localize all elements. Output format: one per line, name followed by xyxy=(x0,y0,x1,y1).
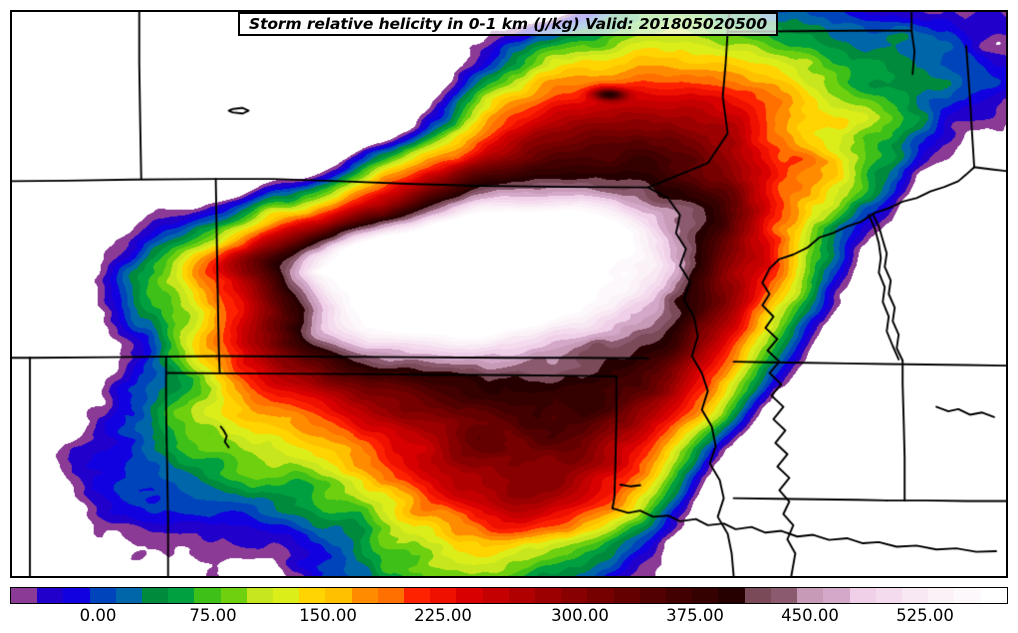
colorbar-segment xyxy=(273,588,300,603)
colorbar-segment xyxy=(535,588,562,603)
colorbar-tick-label: 150.00 xyxy=(299,606,357,625)
colorbar-segment xyxy=(220,588,247,603)
colorbar-segment xyxy=(194,588,221,603)
colorbar-segment xyxy=(246,588,274,603)
colorbar-segment xyxy=(980,588,1007,603)
helicity-heatmap-canvas xyxy=(12,12,1006,576)
colorbar-segment xyxy=(901,588,929,603)
colorbar-segment xyxy=(404,588,431,603)
colorbar-segment xyxy=(823,588,850,603)
map-title-text: Storm relative helicity in 0-1 km (J/kg)… xyxy=(249,15,768,33)
colorbar-tick-labels: 0.00 75.00 150.00 225.00 300.00 375.00 450.00 5… xyxy=(0,606,1018,630)
colorbar-segment xyxy=(168,588,195,603)
colorbar-segment xyxy=(692,588,719,603)
colorbar-segment xyxy=(666,588,693,603)
colorbar-segment xyxy=(928,588,955,603)
map-panel xyxy=(10,10,1008,578)
colorbar-segment xyxy=(299,588,326,603)
colorbar-segment xyxy=(456,588,483,603)
colorbar-segment xyxy=(63,588,90,603)
colorbar-gradient-strip xyxy=(10,587,1008,604)
colorbar-segment xyxy=(613,588,640,603)
colorbar-tick-label: 525.00 xyxy=(896,606,954,625)
colorbar-segment xyxy=(954,588,981,603)
colorbar-tick-label: 75.00 xyxy=(189,606,237,625)
colorbar-segment xyxy=(744,588,771,603)
colorbar-segment xyxy=(718,588,745,603)
colorbar-segment xyxy=(351,588,378,603)
colorbar xyxy=(10,587,1008,604)
colorbar-segment xyxy=(561,588,588,603)
colorbar-segment xyxy=(11,588,38,603)
colorbar-segment xyxy=(587,588,614,603)
colorbar-segment xyxy=(639,588,667,603)
colorbar-segment xyxy=(430,588,457,603)
colorbar-segment xyxy=(875,588,902,603)
colorbar-segment xyxy=(482,588,509,603)
colorbar-segment xyxy=(508,588,536,603)
colorbar-segment xyxy=(849,588,876,603)
colorbar-tick-label: 225.00 xyxy=(414,606,472,625)
map-title-banner: Storm relative helicity in 0-1 km (J/kg)… xyxy=(238,12,779,36)
colorbar-tick-label: 450.00 xyxy=(781,606,839,625)
colorbar-tick-label: 300.00 xyxy=(551,606,609,625)
colorbar-segment xyxy=(770,588,798,603)
colorbar-segment xyxy=(89,588,116,603)
colorbar-tick-label: 375.00 xyxy=(666,606,724,625)
colorbar-segment xyxy=(142,588,169,603)
colorbar-segment xyxy=(115,588,143,603)
colorbar-segment xyxy=(797,588,824,603)
colorbar-tick-label: 0.00 xyxy=(79,606,117,625)
colorbar-segment xyxy=(377,588,405,603)
colorbar-segment xyxy=(37,588,64,603)
colorbar-segment xyxy=(325,588,352,603)
